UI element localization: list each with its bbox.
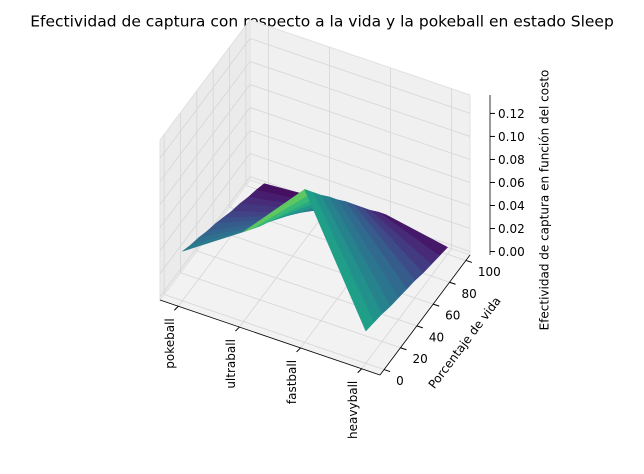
grid-line	[159, 107, 251, 228]
chart-title: Efectividad de captura con respecto a la…	[30, 13, 614, 31]
y-tick-label: 60	[445, 309, 460, 323]
y-tick	[383, 369, 391, 373]
grid-line	[163, 294, 385, 370]
grid-line	[249, 84, 471, 160]
z-axis-label: Efectividad de captura en función del co…	[538, 70, 552, 331]
surface-patch	[304, 188, 375, 332]
y-tick-label: 40	[429, 330, 444, 344]
x-tick	[235, 326, 240, 332]
grid-line	[159, 153, 251, 274]
grid-line	[180, 272, 401, 349]
z-tick-label: 0.02	[498, 222, 525, 236]
x-tick	[173, 305, 179, 311]
x-tick	[296, 347, 301, 353]
z-tick-label: 0.06	[498, 176, 525, 190]
grid-line	[249, 130, 471, 206]
x-tick-label: fastball	[285, 360, 299, 404]
grid-line	[249, 153, 471, 229]
grid-line	[239, 206, 330, 328]
y-tick-label: 20	[412, 352, 427, 366]
y-tick-label: 100	[478, 265, 501, 279]
x-tick-label: ultraball	[224, 339, 238, 389]
z-tick-label: 0.00	[498, 245, 525, 259]
y-tick	[416, 325, 423, 329]
grid-line	[159, 38, 251, 159]
grid-line	[249, 38, 471, 114]
grid-line	[249, 107, 471, 183]
z-tick-label: 0.10	[498, 130, 525, 144]
x-axis	[159, 299, 381, 376]
grid-line	[159, 61, 251, 182]
grid-line	[159, 130, 251, 251]
grid-line	[159, 84, 251, 205]
z-tick-label: 0.12	[498, 107, 525, 121]
y-tick	[465, 259, 473, 263]
x-tick-label: pokeball	[163, 318, 177, 369]
y-tick	[400, 347, 407, 351]
z-tick-label: 0.08	[498, 153, 525, 167]
grid-line	[361, 248, 452, 369]
y-tick-label: 80	[462, 287, 477, 301]
y-axis	[379, 254, 471, 376]
grid-line	[249, 61, 471, 137]
y-tick-label: 0	[396, 374, 404, 388]
x-tick-label: heavyball	[346, 381, 360, 439]
z-tick-label: 0.04	[498, 199, 525, 213]
x-tick	[357, 368, 363, 374]
y-tick	[449, 281, 456, 285]
y-tick	[433, 303, 440, 307]
